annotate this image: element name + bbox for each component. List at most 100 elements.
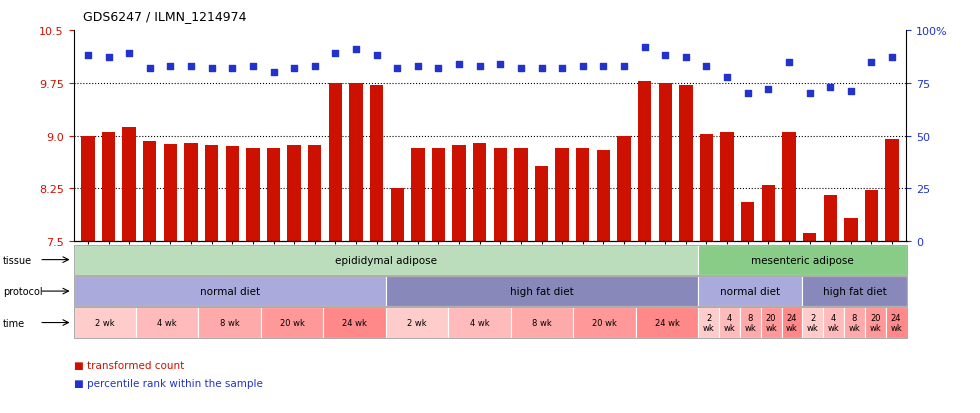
Bar — [205, 145, 219, 242]
Point — [863, 59, 879, 66]
Text: 8
wk: 8 wk — [849, 313, 860, 332]
Text: 20
wk: 20 wk — [765, 313, 777, 332]
Point — [389, 66, 405, 72]
Bar — [659, 84, 672, 242]
Point — [286, 66, 302, 72]
Bar — [638, 81, 652, 242]
Text: 24
wk: 24 wk — [786, 313, 798, 332]
Text: GDS6247 / ILMN_1214974: GDS6247 / ILMN_1214974 — [83, 10, 247, 23]
Point — [760, 87, 776, 93]
Point — [245, 64, 261, 70]
Point — [555, 66, 570, 72]
Point — [368, 53, 384, 59]
Point — [637, 45, 653, 51]
Point — [884, 55, 900, 62]
Text: 24
wk: 24 wk — [890, 313, 902, 332]
Text: 8 wk: 8 wk — [220, 318, 239, 327]
Bar — [535, 166, 548, 242]
Text: high fat diet: high fat diet — [822, 286, 886, 297]
Bar — [390, 189, 404, 242]
Bar — [864, 190, 878, 242]
Point — [843, 89, 858, 95]
Point — [616, 64, 632, 70]
Point — [493, 62, 509, 68]
Bar — [741, 203, 755, 242]
Bar — [81, 136, 95, 242]
Bar — [412, 148, 424, 242]
Point — [410, 64, 425, 70]
Point — [514, 66, 529, 72]
Text: high fat diet: high fat diet — [511, 286, 574, 297]
Bar — [143, 142, 157, 242]
Bar — [576, 148, 590, 242]
Point — [596, 64, 612, 70]
Text: protocol: protocol — [3, 286, 42, 297]
Point — [204, 66, 220, 72]
Point — [307, 64, 322, 70]
Bar — [494, 148, 507, 242]
Point — [430, 66, 446, 72]
Point — [327, 51, 343, 57]
Bar — [122, 128, 136, 242]
Bar — [432, 148, 445, 242]
Text: 8 wk: 8 wk — [532, 318, 552, 327]
Bar — [617, 136, 631, 242]
Bar — [369, 86, 383, 242]
Bar — [844, 218, 858, 242]
Text: 20
wk: 20 wk — [869, 313, 881, 332]
Bar — [885, 140, 899, 242]
Point — [224, 66, 240, 72]
Bar — [556, 148, 568, 242]
Point — [822, 85, 838, 91]
Point — [740, 91, 756, 97]
Bar — [102, 133, 116, 242]
Bar — [720, 133, 734, 242]
Point — [183, 64, 199, 70]
Text: 2 wk: 2 wk — [95, 318, 115, 327]
Text: 4 wk: 4 wk — [158, 318, 177, 327]
Text: normal diet: normal diet — [720, 286, 780, 297]
Point — [348, 47, 364, 53]
Text: normal diet: normal diet — [200, 286, 260, 297]
Point — [678, 55, 694, 62]
Text: mesenteric adipose: mesenteric adipose — [751, 255, 854, 265]
Text: epididymal adipose: epididymal adipose — [335, 255, 437, 265]
Text: 2
wk: 2 wk — [807, 313, 818, 332]
Point — [575, 64, 591, 70]
Bar — [700, 135, 713, 242]
Text: 24 wk: 24 wk — [655, 318, 679, 327]
Bar — [308, 145, 321, 242]
Bar — [823, 196, 837, 242]
Text: 4 wk: 4 wk — [469, 318, 489, 327]
Point — [122, 51, 137, 57]
Point — [451, 62, 466, 68]
Point — [471, 64, 487, 70]
Point — [781, 59, 797, 66]
Point — [80, 53, 96, 59]
Point — [658, 53, 673, 59]
Bar — [453, 145, 466, 242]
Text: 8
wk: 8 wk — [745, 313, 757, 332]
Text: 24 wk: 24 wk — [342, 318, 368, 327]
Point — [802, 91, 817, 97]
Text: 4
wk: 4 wk — [828, 313, 840, 332]
Bar — [473, 143, 486, 242]
Bar — [164, 145, 177, 242]
Text: ■ transformed count: ■ transformed count — [74, 361, 183, 370]
Point — [266, 70, 281, 76]
Point — [101, 55, 117, 62]
Bar — [184, 143, 198, 242]
Point — [163, 64, 178, 70]
Point — [719, 74, 735, 81]
Bar — [761, 185, 775, 242]
Text: 2 wk: 2 wk — [408, 318, 427, 327]
Bar — [803, 233, 816, 242]
Text: time: time — [3, 318, 25, 328]
Text: ■ percentile rank within the sample: ■ percentile rank within the sample — [74, 378, 263, 388]
Text: 20 wk: 20 wk — [592, 318, 617, 327]
Text: 20 wk: 20 wk — [279, 318, 305, 327]
Text: 2
wk: 2 wk — [703, 313, 714, 332]
Bar — [782, 133, 796, 242]
Text: tissue: tissue — [3, 255, 32, 265]
Bar — [514, 148, 527, 242]
